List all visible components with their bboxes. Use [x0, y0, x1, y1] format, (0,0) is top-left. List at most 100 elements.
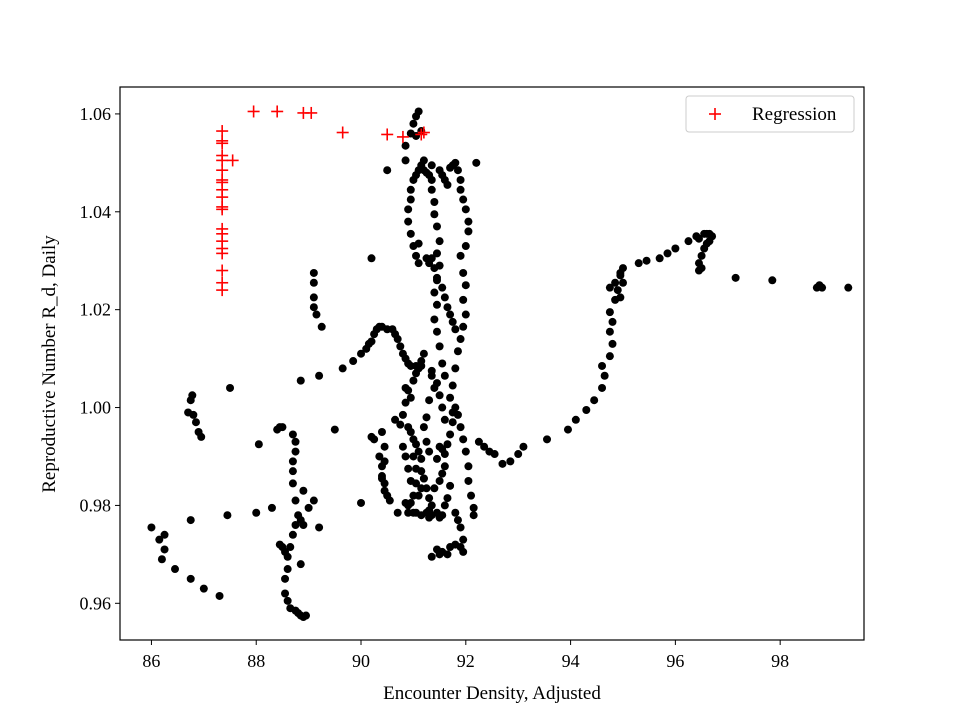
- data-point: [377, 472, 386, 481]
- data-point: [697, 251, 706, 260]
- data-point: [409, 491, 418, 500]
- data-point: [432, 222, 441, 231]
- data-point: [398, 442, 407, 451]
- data-point: [430, 264, 439, 273]
- data-point: [438, 359, 447, 368]
- y-tick-label: 1.02: [80, 300, 112, 320]
- data-point: [417, 454, 426, 463]
- data-point: [731, 273, 740, 282]
- data-point: [456, 175, 465, 184]
- data-point: [288, 467, 297, 476]
- data-point: [412, 464, 421, 473]
- data-point: [459, 535, 468, 544]
- data-point: [432, 545, 441, 554]
- data-point: [380, 442, 389, 451]
- data-point: [453, 347, 462, 356]
- data-point: [414, 447, 423, 456]
- x-tick-label: 94: [562, 651, 580, 671]
- data-point: [404, 217, 413, 226]
- data-point: [818, 283, 827, 292]
- data-point: [456, 251, 465, 260]
- data-point: [432, 249, 441, 258]
- data-point: [438, 283, 447, 292]
- data-point: [419, 474, 428, 483]
- data-point: [414, 364, 423, 373]
- data-point: [281, 589, 290, 598]
- data-point: [427, 552, 436, 561]
- data-point: [459, 268, 468, 277]
- data-point: [380, 457, 389, 466]
- data-point: [443, 180, 452, 189]
- data-point: [309, 278, 318, 287]
- data-point: [459, 435, 468, 444]
- x-axis-ticks: 86 88 90 92 94 96 98: [142, 640, 789, 671]
- data-point: [700, 244, 709, 253]
- data-point: [613, 286, 622, 295]
- data-point: [281, 574, 290, 583]
- series-regression: [216, 105, 430, 297]
- data-point: [375, 452, 384, 461]
- data-point: [655, 254, 664, 263]
- data-point: [430, 210, 439, 219]
- data-point: [412, 440, 421, 449]
- data-point: [598, 361, 607, 370]
- data-point: [446, 393, 455, 402]
- data-point: [147, 523, 156, 532]
- data-point: [312, 310, 321, 319]
- data-point: [430, 198, 439, 207]
- data-point: [448, 381, 457, 390]
- data-point: [446, 481, 455, 490]
- regression-point: [216, 284, 229, 297]
- data-point: [684, 237, 693, 246]
- data-point: [417, 484, 426, 493]
- data-point: [160, 545, 169, 554]
- data-point: [427, 254, 436, 263]
- data-point: [464, 217, 473, 226]
- data-point: [425, 447, 434, 456]
- data-point: [299, 486, 308, 495]
- data-point: [608, 317, 617, 326]
- data-point: [451, 364, 460, 373]
- data-point: [349, 357, 358, 366]
- data-point: [697, 264, 706, 273]
- data-point: [304, 503, 313, 512]
- data-point: [393, 508, 402, 517]
- data-point: [642, 256, 651, 265]
- x-tick-label: 88: [247, 651, 265, 671]
- x-tick-label: 92: [457, 651, 475, 671]
- x-tick-label: 98: [771, 651, 789, 671]
- data-point: [401, 498, 410, 507]
- y-tick-label: 1.06: [80, 104, 112, 124]
- data-point: [288, 430, 297, 439]
- data-point: [406, 229, 415, 238]
- data-point: [519, 442, 528, 451]
- data-point: [435, 237, 444, 246]
- data-point: [605, 352, 614, 361]
- regression-point: [216, 247, 229, 260]
- data-point: [252, 508, 261, 517]
- data-point: [391, 415, 400, 424]
- data-point: [438, 445, 447, 454]
- data-point: [315, 371, 324, 380]
- data-point: [215, 591, 224, 600]
- data-point: [291, 496, 300, 505]
- regression-point: [216, 137, 229, 150]
- data-point: [422, 437, 431, 446]
- data-point: [299, 520, 308, 529]
- data-point: [401, 156, 410, 165]
- data-point: [663, 249, 672, 258]
- data-point: [377, 428, 386, 437]
- data-point: [469, 503, 478, 512]
- data-point: [191, 418, 200, 427]
- data-point: [367, 254, 376, 263]
- legend-label-regression: Regression: [752, 104, 837, 125]
- data-point: [330, 425, 339, 434]
- data-point: [157, 555, 166, 564]
- data-point: [427, 371, 436, 380]
- y-tick-label: 1.00: [80, 398, 112, 418]
- data-point: [226, 383, 235, 392]
- data-point: [451, 325, 460, 334]
- data-point: [385, 496, 394, 505]
- data-point: [370, 435, 379, 444]
- plot-frame: [119, 86, 865, 641]
